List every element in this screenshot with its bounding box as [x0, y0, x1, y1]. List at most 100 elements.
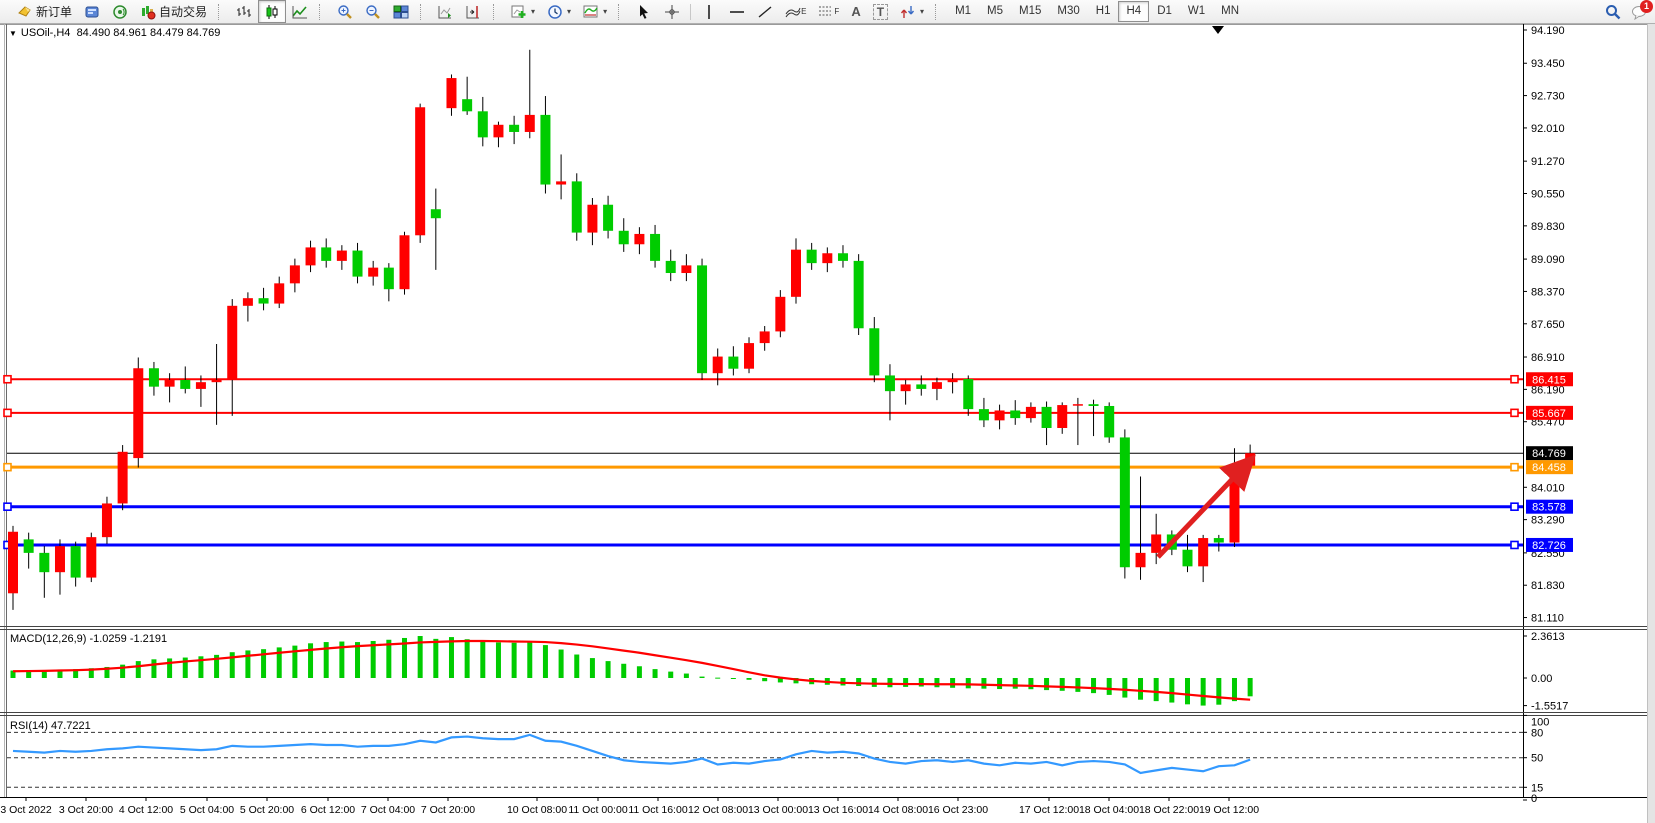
candle-chart-button[interactable] — [258, 0, 287, 23]
timeframe-button-h1[interactable]: H1 — [1095, 5, 1111, 17]
zoom-in-button[interactable] — [331, 0, 359, 23]
macd-histogram-bar — [339, 641, 345, 678]
trend-arrow-annotation[interactable] — [1156, 454, 1256, 559]
hline-83.578[interactable]: 83.578 — [3, 499, 1573, 514]
candle-body-up — [1229, 467, 1240, 543]
rsi-tick-label: 50 — [1531, 753, 1543, 765]
macd-histogram-bar — [135, 661, 141, 678]
crosshair-tool-button[interactable] — [658, 0, 686, 23]
vertical-line-tool-button[interactable] — [695, 0, 723, 23]
new-order-button[interactable]: 新订单 — [11, 0, 78, 23]
indicators-button[interactable]: ▾ — [577, 0, 613, 23]
svg-text:86.415: 86.415 — [1532, 374, 1566, 386]
hline-85.667[interactable]: 85.667 — [3, 405, 1573, 420]
macd-histogram-bar — [621, 663, 627, 678]
channel-tool-button[interactable]: E — [779, 0, 812, 23]
trendline-tool-button[interactable] — [751, 0, 779, 23]
macd-histogram-bar — [1106, 678, 1112, 695]
line-chart-button[interactable] — [286, 0, 314, 23]
timeframe-button-h4[interactable]: H4 — [1118, 1, 1150, 22]
macd-histogram-bar — [934, 678, 940, 688]
timeframe-button-d1[interactable]: D1 — [1157, 5, 1172, 17]
arrows-tool-button[interactable]: ▾ — [894, 0, 930, 23]
price-tick-label: 89.090 — [1531, 254, 1565, 266]
macd-histogram-bar — [26, 669, 32, 678]
macd-histogram-bar — [871, 678, 877, 687]
macd-histogram-bar — [182, 657, 188, 678]
date-label: 6 Oct 12:00 — [301, 804, 355, 816]
macd-histogram-bar — [511, 642, 517, 678]
candle-body-up — [305, 247, 316, 266]
vertical-line-icon — [708, 4, 710, 19]
tile-windows-button[interactable] — [387, 0, 415, 23]
candle-body-up — [274, 283, 285, 304]
candle-body-down — [462, 99, 473, 112]
date-label: 11 Oct 00:00 — [568, 804, 628, 816]
timeframe-button-m30[interactable]: M30 — [1057, 5, 1080, 17]
profiles-icon — [85, 6, 99, 17]
price-tick-label: 81.830 — [1531, 580, 1565, 592]
new-chart-icon — [511, 5, 526, 18]
auto-trading-icon — [142, 5, 156, 19]
hline-82.726[interactable]: 82.726 — [3, 537, 1573, 552]
horizontal-line-tool-button[interactable] — [723, 0, 751, 23]
macd-histogram-bar — [887, 678, 893, 688]
candle-body-up — [336, 250, 347, 261]
candle-body-up — [399, 235, 410, 290]
macd-histogram-bar — [1247, 678, 1253, 697]
macd-histogram-bar — [73, 669, 79, 678]
candle-body-up — [759, 331, 770, 344]
search-icon[interactable] — [1605, 4, 1621, 20]
candle-body-up — [242, 298, 253, 306]
zoom-out-button[interactable] — [359, 0, 387, 23]
timeframe-button-m1[interactable]: M1 — [955, 5, 972, 17]
macd-histogram-bar — [542, 645, 548, 678]
macd-histogram-bar — [574, 654, 580, 678]
timeframe-button-m15[interactable]: M15 — [1019, 5, 1042, 17]
new-chart-button[interactable]: ▾ — [505, 0, 541, 23]
fibonacci-tool-button[interactable]: F — [812, 0, 845, 23]
candle-body-up — [1072, 404, 1083, 406]
hline-84.458[interactable]: 84.458 — [3, 460, 1573, 475]
text-tool-button[interactable]: A — [845, 0, 866, 23]
svg-text:82.726: 82.726 — [1532, 540, 1566, 552]
macd-histogram-bar — [370, 640, 376, 678]
chevron-down-icon: ▾ — [567, 7, 572, 16]
hline-86.415[interactable]: 86.415 — [3, 372, 1573, 387]
main-chart-canvas[interactable]: 94.190 93.450 92.730 92.010 91.270 90.550 89.8… — [0, 24, 1655, 823]
auto-scroll-button[interactable] — [432, 0, 460, 23]
candle-body-down — [665, 260, 676, 274]
candle-body-up — [634, 233, 645, 245]
candle-body-up — [164, 379, 175, 387]
macd-histogram-bar — [261, 649, 267, 678]
auto-trading-button[interactable]: 自动交易 — [134, 0, 213, 23]
candle-body-down — [477, 111, 488, 138]
timeframe-button-w1[interactable]: W1 — [1187, 5, 1206, 17]
arrows-icon — [901, 5, 915, 18]
candle-body-up — [947, 379, 958, 383]
chart-window[interactable]: ▼ USOil-,H4 84.490 84.961 84.479 84.769 9… — [0, 24, 1655, 823]
one-click-trading-toggle[interactable]: ▼ — [9, 29, 17, 38]
signal-icon — [113, 4, 127, 19]
market-signal-button[interactable] — [106, 0, 134, 23]
candle-body-up — [900, 384, 911, 392]
chart-shift-marker[interactable] — [1212, 26, 1224, 34]
macd-histogram-bar — [57, 669, 63, 678]
timeframe-button-mn[interactable]: MN — [1221, 5, 1240, 17]
cursor-tool-button[interactable] — [630, 0, 658, 23]
label-tool-button[interactable]: T — [867, 0, 894, 23]
macd-histogram-bar — [793, 678, 799, 684]
timeframe-button-m5[interactable]: M5 — [987, 5, 1004, 17]
price-tick-label: 88.370 — [1531, 286, 1565, 298]
hline-84.769[interactable]: 84.769 — [7, 446, 1573, 461]
macd-histogram-bar — [1075, 678, 1081, 692]
date-label: 16 Oct 23:00 — [928, 804, 988, 816]
rsi-tick-label: 0 — [1531, 793, 1537, 805]
bar-chart-button[interactable] — [230, 0, 258, 23]
candle-body-down — [352, 250, 363, 277]
chart-shift-button[interactable] — [460, 0, 488, 23]
notifications-button[interactable]: 1 — [1631, 0, 1653, 20]
chart-profiles-button[interactable] — [78, 0, 106, 23]
toolbar-grip — [493, 3, 501, 20]
periods-button[interactable]: ▾ — [541, 0, 577, 23]
